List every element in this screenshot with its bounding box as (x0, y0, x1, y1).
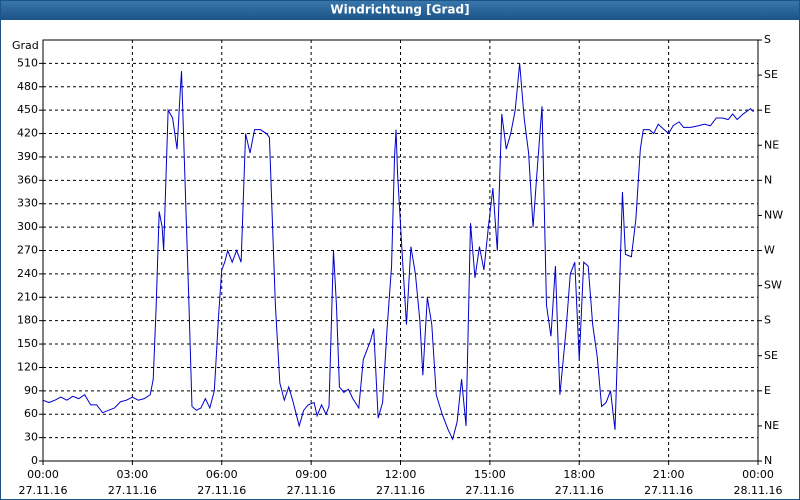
title-bar (0, 0, 800, 20)
y2-tick-label: NE (764, 419, 779, 432)
x-tick-label: 00:00 (742, 468, 774, 481)
y2-tick-label: S (764, 314, 771, 327)
y-tick-label: 180 (17, 314, 38, 327)
y-tick-label: 120 (17, 360, 38, 373)
y-tick-label: 330 (17, 197, 38, 210)
y2-tick-label: N (764, 454, 772, 467)
y2-tick-label: SE (764, 68, 778, 81)
x-tick-label: 12:00 (385, 468, 417, 481)
x-tick-label: 03:00 (117, 468, 149, 481)
x-tick-date: 27.11.16 (19, 484, 68, 497)
x-tick-date: 27.11.16 (287, 484, 336, 497)
y2-tick-label: SW (764, 279, 782, 292)
x-tick-label: 06:00 (206, 468, 238, 481)
y-tick-label: 360 (17, 173, 38, 186)
y-tick-label: 510 (17, 56, 38, 69)
y2-tick-label: W (764, 244, 775, 257)
y2-tick-label: E (764, 384, 771, 397)
y2-tick-label: N (764, 173, 772, 186)
y-tick-label: 60 (24, 407, 38, 420)
y2-tick-label: S (764, 33, 771, 46)
x-tick-label: 15:00 (474, 468, 506, 481)
x-tick-date: 27.11.16 (465, 484, 514, 497)
y-tick-label: 90 (24, 384, 38, 397)
plot-frame (42, 39, 759, 462)
x-tick-date: 27.11.16 (555, 484, 604, 497)
y-axis-label: Grad (12, 39, 39, 52)
y2-tick-label: SE (764, 349, 778, 362)
x-tick-date: 27.11.16 (197, 484, 246, 497)
data-line (42, 63, 754, 441)
y-tick-label: 450 (17, 103, 38, 116)
x-tick-date: 27.11.16 (376, 484, 425, 497)
chart-title: Windrichtung [Grad] (330, 3, 469, 17)
y-tick-label: 150 (17, 337, 38, 350)
y-tick-label: 480 (17, 80, 38, 93)
y-tick-label: 210 (17, 290, 38, 303)
y2-tick-label: NE (764, 138, 779, 151)
x-tick-label: 21:00 (653, 468, 685, 481)
x-tick-label: 18:00 (563, 468, 595, 481)
x-tick-date: 28.11.16 (734, 484, 783, 497)
y-tick-label: 240 (17, 267, 38, 280)
y-tick-label: 420 (17, 127, 38, 140)
x-tick-label: 00:00 (27, 468, 59, 481)
y2-tick-label: NW (764, 208, 783, 221)
y-tick-label: 30 (24, 431, 38, 444)
y-tick-label: 270 (17, 244, 38, 257)
y2-tick-label: E (764, 103, 771, 116)
y-tick-label: 300 (17, 220, 38, 233)
y-tick-label: 390 (17, 150, 38, 163)
x-tick-date: 27.11.16 (108, 484, 157, 497)
y-tick-label: 0 (31, 454, 38, 467)
x-tick-date: 27.11.16 (644, 484, 693, 497)
x-tick-label: 09:00 (295, 468, 327, 481)
